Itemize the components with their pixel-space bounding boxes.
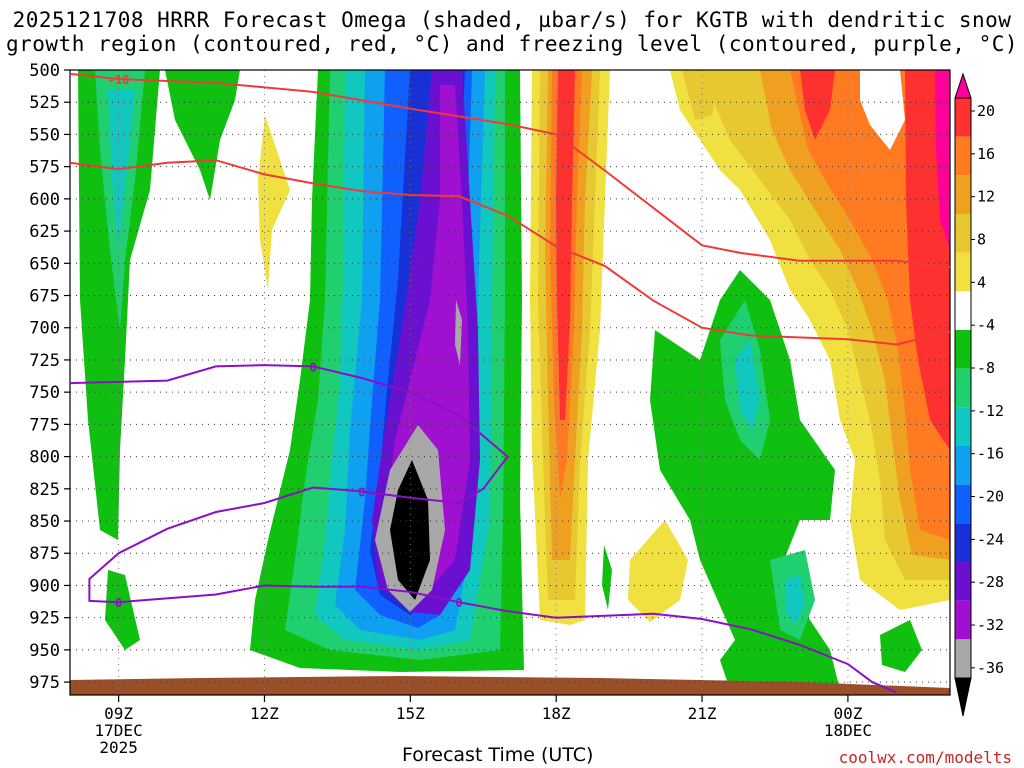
y-tick-label: 600 [29,190,60,210]
omega-neg-main-black [390,460,430,600]
colorbar-label: 8 [977,231,986,249]
y-tick-label: 650 [29,254,60,274]
colorbar-segment [955,523,971,562]
contour-label: 0 [455,596,462,610]
y-tick-label: 725 [29,351,60,371]
colorbar-label: -24 [977,530,1004,548]
colorbar-segment [955,639,971,678]
y-tick-label: 825 [29,480,60,500]
y-tick-label: 950 [29,641,60,661]
credit-link[interactable]: coolwx.com/modelts [838,748,1012,767]
chart-title-line1: 2025121708 HRRR Forecast Omega (shaded, … [12,8,1012,32]
omega-neg-northwest-lobe [165,70,240,200]
omega-pos-18z-red [556,70,575,420]
colorbar-label: 12 [977,188,995,206]
contour-label: 0 [309,360,316,374]
x-tick-label: 00Z [833,704,862,723]
y-tick-label: 900 [29,576,60,596]
colorbar-segment [955,407,971,446]
colorbar-segment [955,291,971,330]
x-tick-date-label: 18DEC [824,721,872,740]
x-tick-label: 21Z [688,704,717,723]
omega-neg-far-east-blob [880,620,922,672]
omega-neg-east-teal [735,340,760,430]
contour-label: 0 [358,485,365,499]
colorbar-segment [955,136,971,176]
omega-pos-east-magenta [935,70,950,250]
colorbar-segment [955,600,971,640]
contour-label: 0 [115,596,122,610]
colorbar-segment [955,484,971,524]
colorbar-segment [955,98,971,137]
contour-label: -18 [108,73,130,87]
chart-title-line2: growth region (contoured, red, °C) and f… [5,32,1019,56]
omega-neg-east-green [650,270,840,690]
colorbar-label: 4 [977,273,986,291]
omega-neg-lowlevel-west [105,570,140,650]
y-tick-label: 575 [29,158,60,178]
omega-pos-east-white-gap [860,70,905,150]
colorbar-segment [955,446,971,485]
omega-pos-east-red [800,70,835,140]
colorbar-label: -12 [977,402,1004,420]
omega-shading [78,70,950,690]
colorbar: 20 16 12 8 4 -4 -8 -12 -16 -20 -24 -28 -32 -36 [954,72,1004,717]
colorbar-label: -20 [977,488,1004,506]
x-tick-date-label: 17DEC [95,721,143,740]
dendritic-growth-contours: -18 [69,72,951,346]
y-tick-label: 700 [29,319,60,339]
y-tick-label: 925 [29,609,60,629]
y-tick-label: 525 [29,93,60,113]
colorbar-segment [955,214,971,253]
omega-neg-small-lobe-19z [602,545,612,610]
colorbar-label: -36 [977,659,1004,677]
omega-neg-main-gray-upper [455,300,462,365]
contour-line [69,159,951,346]
y-tick-label: 875 [29,544,60,564]
y-tick-label: 750 [29,383,60,403]
colorbar-label: 16 [977,145,995,163]
colorbar-label: -28 [977,573,1004,591]
y-tick-label: 500 [29,61,60,81]
x-tick-label: 15Z [396,704,425,723]
colorbar-top-arrow [954,72,972,99]
freezing-level-contours: 0 0 0 0 [69,360,897,694]
colorbar-label: 20 [977,102,995,120]
y-tick-label: 975 [29,673,60,693]
y-tick-label: 625 [29,222,60,242]
colorbar-segment [955,368,971,408]
omega-neg-west-plume-core [108,90,135,250]
omega-pos-lobe-12z [258,115,290,290]
colorbar-segment [955,562,971,601]
y-axis: 500 525 550 575 600 625 650 675 700 725 750 775 800 8… [29,61,70,693]
colorbar-label: -8 [977,359,995,377]
contour-line [69,364,897,694]
y-tick-label: 775 [29,415,60,435]
x-tick-label: 18Z [542,704,571,723]
y-tick-label: 550 [29,125,60,145]
omega-neg-east-lower-teal [785,575,805,625]
x-tick-label: 09Z [104,704,133,723]
omega-pos-lobe-20z [628,520,688,622]
x-tick-year-label: 2025 [99,738,138,757]
colorbar-segment [955,330,971,369]
y-tick-label: 850 [29,512,60,532]
contour-line [69,72,951,269]
omega-pos-lobe-upper-gold [682,70,720,120]
x-axis-title: Forecast Time (UTC) [402,744,594,766]
x-tick-label: 12Z [250,704,279,723]
colorbar-bottom-arrow [954,677,972,717]
colorbar-segment [955,175,971,214]
y-tick-label: 800 [29,448,60,468]
colorbar-segment [955,252,971,292]
y-tick-label: 675 [29,287,60,307]
colorbar-label: -16 [977,445,1004,463]
colorbar-label: -4 [977,316,995,334]
colorbar-label: -32 [977,616,1004,634]
terrain-surface [70,676,950,695]
